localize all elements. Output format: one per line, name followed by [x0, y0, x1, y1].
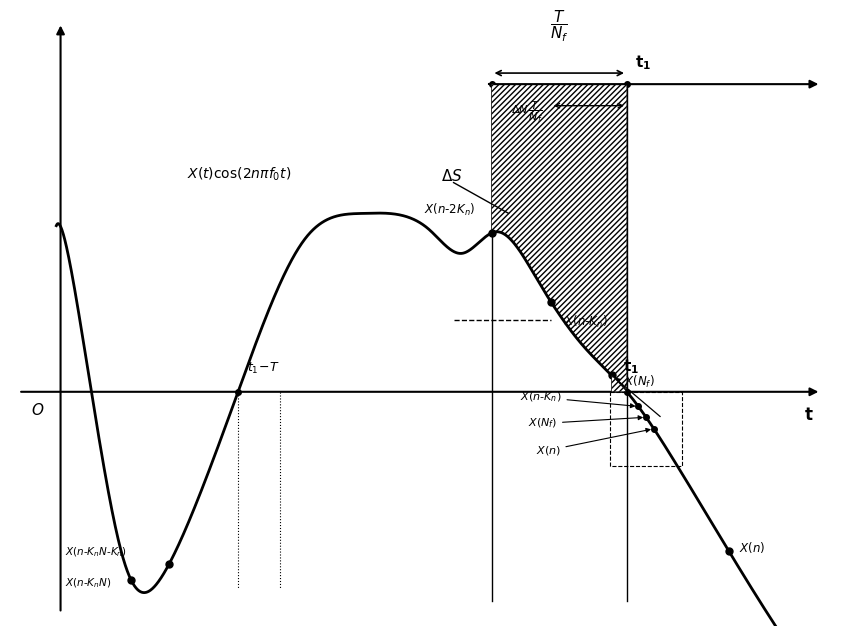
Polygon shape [611, 376, 627, 392]
Text: $X(n\text{-}K_nN\text{-}K_n)$: $X(n\text{-}K_nN\text{-}K_n)$ [64, 545, 126, 559]
Text: $X(N_f)$: $X(N_f)$ [624, 374, 656, 389]
Text: $X(t)\cos(2n\pi f_0 t)$: $X(t)\cos(2n\pi f_0 t)$ [187, 165, 292, 182]
Text: $X(n)$: $X(n)$ [739, 540, 765, 556]
Text: $\dfrac{T}{N_f}$: $\dfrac{T}{N_f}$ [550, 9, 568, 44]
Polygon shape [492, 84, 627, 392]
Text: $X(n\text{-}K_n)$: $X(n\text{-}K_n)$ [520, 391, 634, 408]
Text: O: O [31, 403, 44, 418]
Text: $X(n\text{-}2K_n)$: $X(n\text{-}2K_n)$ [423, 201, 475, 218]
Text: $\Delta S$: $\Delta S$ [441, 169, 462, 184]
Text: $t_1\!-\!T$: $t_1\!-\!T$ [247, 361, 279, 376]
Text: $\mathbf{t_1}$: $\mathbf{t_1}$ [623, 358, 639, 376]
Text: $\Delta N\,\dfrac{T}{N_f}$: $\Delta N\,\dfrac{T}{N_f}$ [510, 100, 543, 125]
Text: $X(n\text{-}K_n)$: $X(n\text{-}K_n)$ [564, 314, 607, 330]
Text: $X(n\text{-}K_nN)$: $X(n\text{-}K_nN)$ [64, 576, 111, 589]
Text: $X(n)$: $X(n)$ [536, 428, 650, 457]
Text: $\mathbf{t}$: $\mathbf{t}$ [804, 407, 813, 424]
Text: $X(N_f)$: $X(N_f)$ [527, 416, 642, 430]
Text: $\mathbf{t_1}$: $\mathbf{t_1}$ [635, 53, 651, 72]
